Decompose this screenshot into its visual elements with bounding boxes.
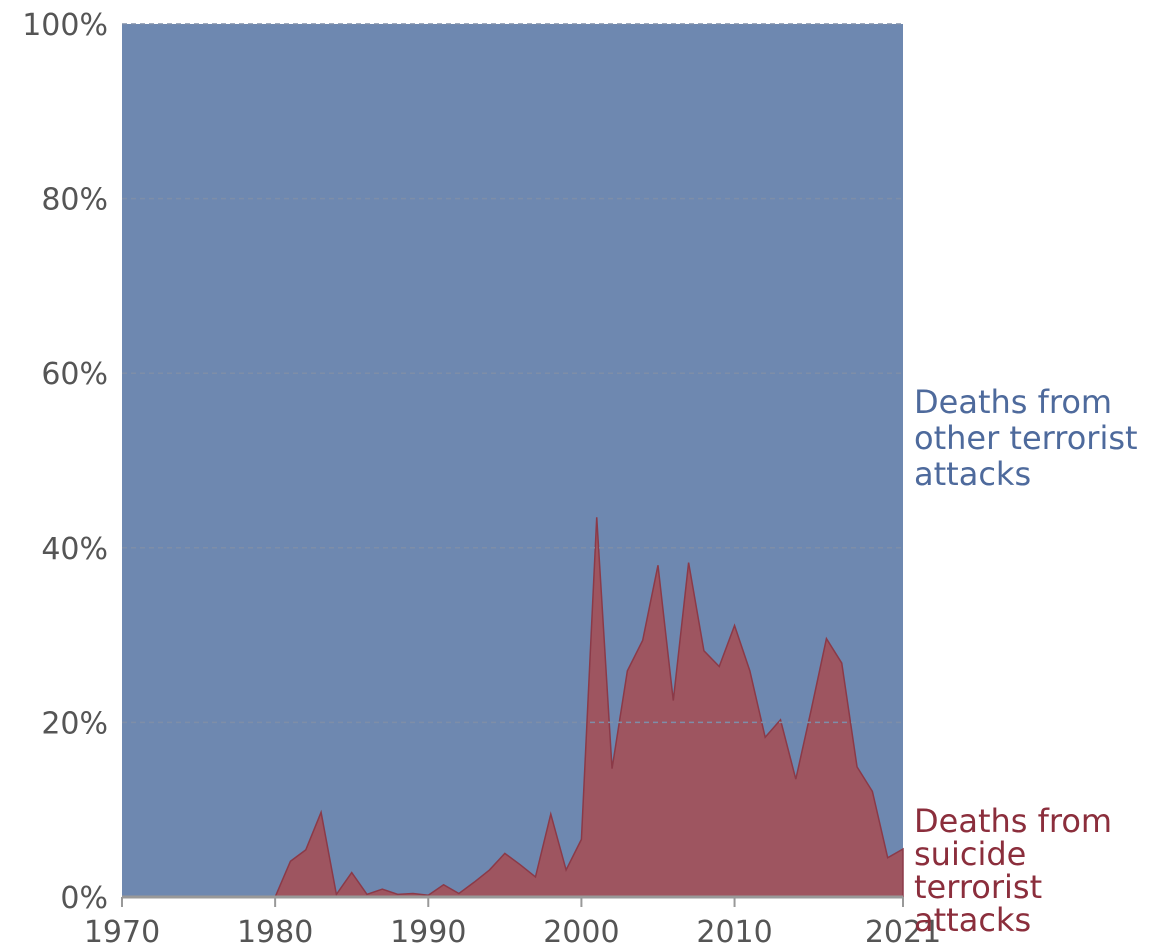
x-axis bbox=[121, 895, 904, 907]
series-label-other-attacks: other terrorist bbox=[914, 419, 1138, 457]
series-label-suicide-attacks: terrorist bbox=[914, 868, 1042, 906]
series-label-other-attacks: attacks bbox=[914, 455, 1031, 493]
series-label-suicide-attacks: suicide bbox=[914, 835, 1026, 873]
x-axis-tick-labels: 1970 1980 1990 2000 2010 2021 bbox=[84, 915, 941, 949]
x-tick-label: 1980 bbox=[237, 915, 313, 949]
series-label-suicide-attacks: Deaths from bbox=[914, 802, 1112, 840]
chart-areas bbox=[122, 24, 904, 898]
y-tick-label: 20% bbox=[41, 706, 108, 741]
y-axis-tick-labels: 0% 20% 40% 60% 80% 100% bbox=[22, 8, 108, 916]
x-tick-label: 2010 bbox=[696, 915, 772, 949]
y-tick-label: 60% bbox=[41, 357, 108, 392]
y-tick-label: 100% bbox=[22, 8, 108, 43]
x-tick-label: 1970 bbox=[84, 915, 160, 949]
y-tick-label: 0% bbox=[60, 881, 108, 916]
y-tick-label: 40% bbox=[41, 532, 108, 567]
gridlines bbox=[122, 23, 903, 724]
x-tick-label: 2021 bbox=[865, 915, 941, 949]
x-tick-label: 2000 bbox=[543, 915, 619, 949]
y-tick-label: 80% bbox=[41, 183, 108, 218]
series-area-other-attacks bbox=[122, 24, 903, 897]
series-label-suicide-attacks: attacks bbox=[914, 901, 1031, 939]
x-tick-label: 1990 bbox=[390, 915, 466, 949]
series-label-other-attacks: Deaths from bbox=[914, 383, 1112, 421]
